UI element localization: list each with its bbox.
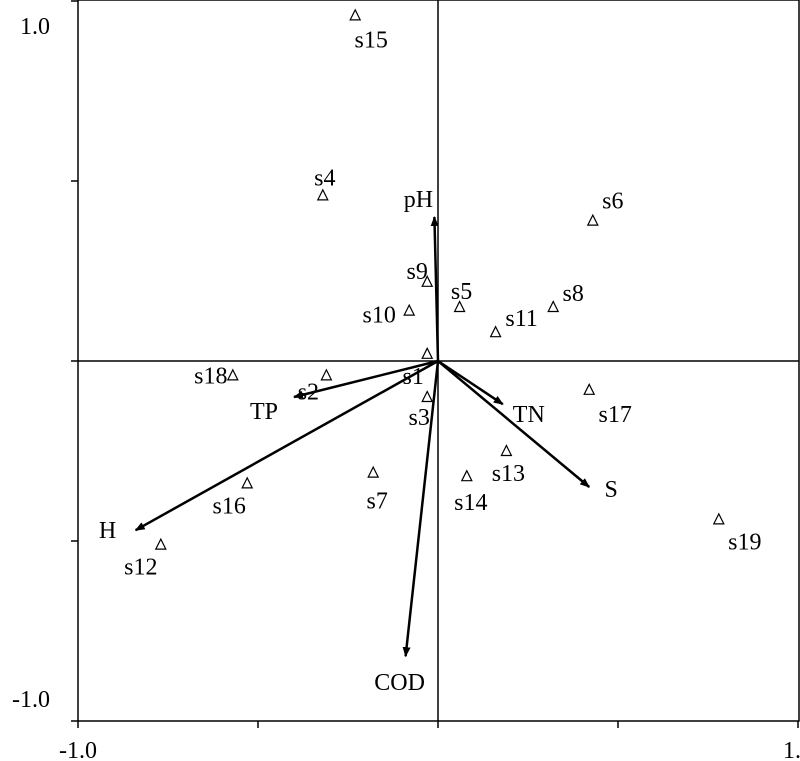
site-marker-s17 [583, 382, 596, 395]
vector-label-tn: TN [513, 402, 545, 428]
site-marker-s5 [453, 300, 466, 313]
y-tick-label: 1.0 [20, 14, 50, 40]
site-label-s3: s3 [409, 405, 430, 431]
vector-label-ph: pH [404, 187, 433, 213]
site-marker-s15 [349, 8, 362, 21]
site-marker-s11 [489, 325, 502, 338]
site-marker-s4 [316, 188, 329, 201]
site-marker-s8 [547, 300, 560, 313]
site-label-s10: s10 [363, 303, 396, 329]
site-marker-s3 [421, 390, 434, 403]
site-marker-s14 [460, 469, 473, 482]
site-label-s15: s15 [355, 27, 388, 53]
axis-ticks [71, 0, 799, 728]
site-marker-s2 [320, 368, 333, 381]
site-marker-s1 [421, 346, 434, 359]
site-marker-s10 [403, 303, 416, 316]
site-label-s9: s9 [407, 259, 428, 285]
site-label-s7: s7 [367, 489, 388, 515]
environmental-vectors: pH TP TN S H COD [99, 187, 618, 696]
site-label-s16: s16 [213, 493, 246, 519]
site-marker-s6 [586, 213, 599, 226]
site-label-s12: s12 [124, 555, 157, 581]
site-label-s13: s13 [492, 461, 525, 487]
site-label-s2: s2 [298, 379, 319, 405]
site-label-s1: s1 [403, 364, 424, 390]
site-marker-s18 [226, 368, 239, 381]
vector-label-cod: COD [374, 670, 425, 696]
site-marker-s16 [241, 476, 254, 489]
vector-arrow-tp [293, 359, 439, 399]
vector-arrow-tn [437, 359, 504, 406]
site-marker-s7 [367, 465, 380, 478]
vector-arrow-cod [402, 360, 440, 658]
vector-arrow-ph [430, 216, 440, 362]
site-marker-s9 [421, 274, 434, 287]
vector-label-tp: TP [250, 399, 278, 425]
vector-arrow-s [437, 360, 591, 488]
site-marker-s13 [500, 444, 513, 457]
site-label-s5: s5 [451, 279, 472, 305]
site-label-s17: s17 [599, 402, 632, 428]
site-label-s18: s18 [194, 363, 227, 389]
site-label-s8: s8 [563, 281, 584, 307]
site-marker-s19 [712, 512, 725, 525]
vector-arrow-h [134, 359, 439, 532]
site-marker-s12 [154, 537, 167, 550]
site-label-s4: s4 [314, 165, 335, 191]
site-label-s6: s6 [602, 189, 623, 215]
axis-tick-labels: -1.0 1.0 1.0 -1.0 [12, 14, 800, 761]
site-label-s19: s19 [728, 529, 761, 555]
site-label-s14: s14 [454, 490, 487, 516]
y-tick-label: -1.0 [12, 687, 50, 713]
vector-label-h: H [99, 518, 116, 544]
vector-label-s: S [605, 477, 618, 503]
site-label-s11: s11 [505, 306, 537, 332]
x-tick-label: -1.0 [59, 738, 97, 761]
x-tick-label: 1.0 [783, 738, 800, 761]
